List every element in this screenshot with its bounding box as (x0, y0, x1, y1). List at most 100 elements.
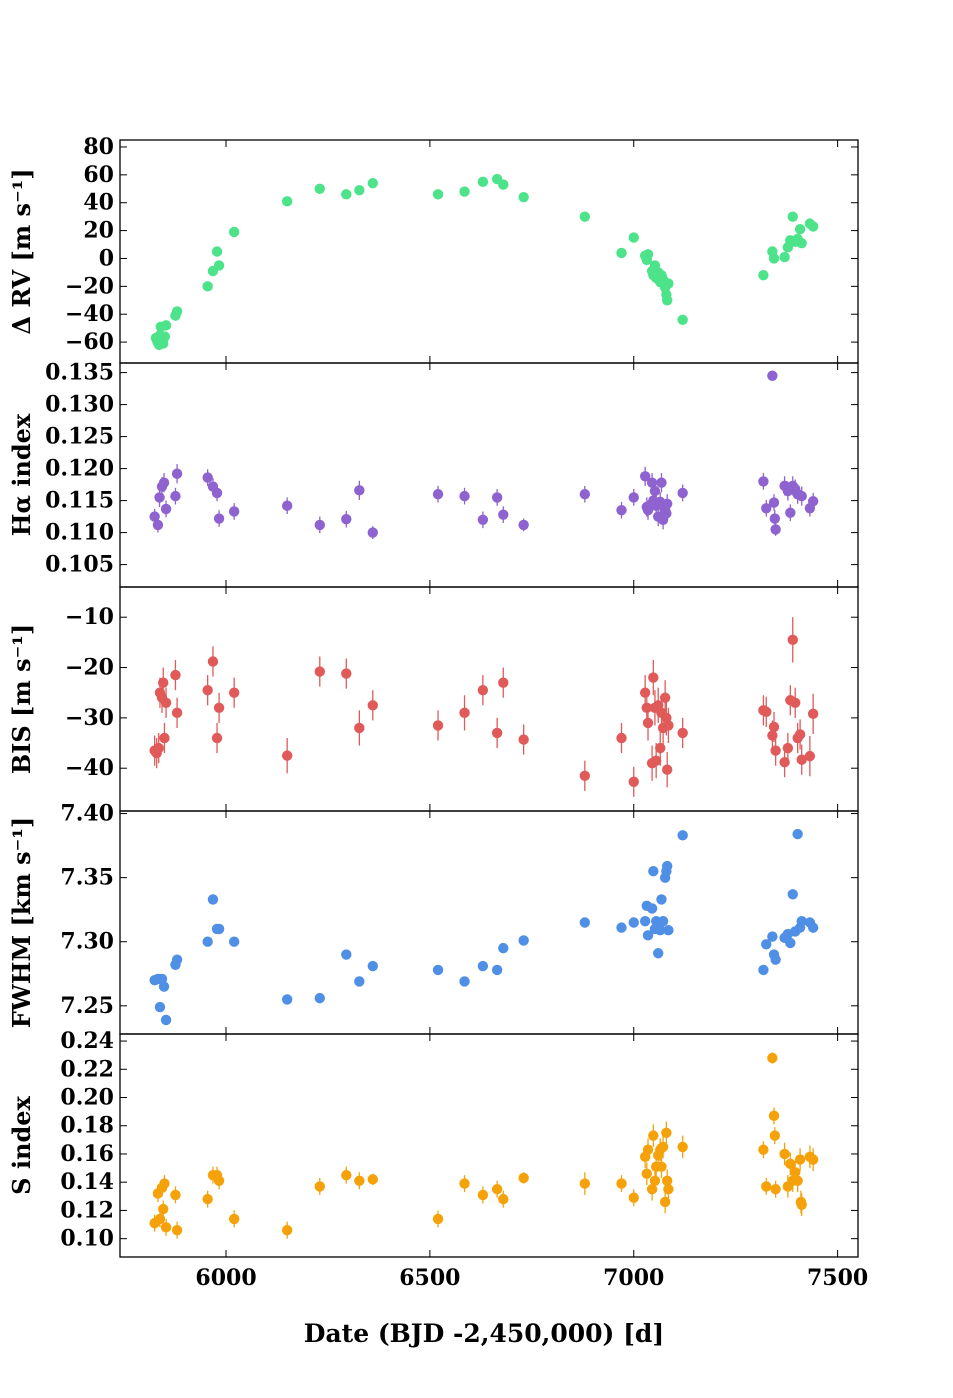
rv-ytick-label: 0 (99, 245, 114, 271)
sindex-point (677, 1141, 688, 1153)
sindex-point (459, 1178, 470, 1189)
halpha-point (642, 505, 654, 516)
bis-point (459, 707, 470, 719)
rv-point (628, 232, 639, 243)
bis-point (796, 754, 807, 765)
fwhm-axes-frame (119, 810, 859, 1035)
sindex-ytick-label: 0.12 (60, 1197, 114, 1223)
halpha-point (171, 468, 183, 479)
bis-axes-frame (119, 586, 859, 812)
bis-point (782, 742, 794, 754)
halpha-point (768, 497, 780, 508)
rv-point (202, 281, 213, 292)
rv-point (432, 189, 444, 200)
halpha-point (432, 489, 444, 500)
bis-point (642, 717, 654, 729)
bis-point (432, 720, 444, 731)
sindex-point (767, 1052, 778, 1064)
fwhm-point (432, 964, 444, 976)
bis-point (616, 732, 627, 744)
bis-ytick-label: −40 (65, 755, 114, 781)
sindex-ytick-label: 0.20 (60, 1085, 114, 1111)
fwhm-ytick-label: 7.35 (60, 865, 114, 891)
sindex-point (432, 1213, 444, 1225)
sindex-point (158, 1203, 169, 1215)
bis-point (281, 750, 293, 761)
fwhm-point (579, 917, 591, 928)
halpha-ytick-label: 0.130 (45, 392, 114, 418)
halpha-point (170, 490, 181, 502)
sindex-point (202, 1193, 213, 1205)
sindex-point (796, 1199, 807, 1210)
fwhm-point (767, 931, 778, 942)
sindex-point (792, 1175, 803, 1186)
fwhm-point (639, 916, 651, 927)
fwhm-point (787, 889, 798, 900)
bis-point (314, 666, 325, 677)
panel-fwhm: 7.40 7.35 7.30 7.25 FWHM [km s⁻¹] (7, 801, 859, 1035)
halpha-point (149, 511, 160, 522)
fwhm-point (642, 930, 654, 941)
bis-point (518, 734, 529, 745)
sindex-point (354, 1175, 365, 1186)
fwhm-point (785, 937, 796, 949)
halpha-point (616, 505, 627, 516)
bis-point (650, 755, 662, 766)
sindex-point (213, 1175, 225, 1186)
fwhm-point (314, 992, 325, 1004)
fwhm-point (367, 960, 378, 972)
sindex-point (154, 1213, 166, 1225)
fwhm-point (657, 916, 669, 927)
halpha-point (661, 508, 672, 519)
fwhm-point (341, 949, 352, 960)
halpha-point (354, 485, 365, 496)
fwhm-point (207, 894, 219, 905)
sindex-series (149, 1052, 819, 1239)
sindex-point (807, 1154, 819, 1165)
sindex-point (769, 1130, 781, 1141)
fwhm-point (160, 1014, 172, 1026)
rv-point (171, 306, 183, 317)
rv-point (211, 246, 223, 257)
rv-point (663, 278, 674, 289)
fwhm-point (792, 828, 803, 840)
sindex-point (770, 1184, 781, 1195)
rv-ytick-label: −40 (65, 301, 114, 327)
fwhm-point (655, 924, 666, 936)
rv-point (758, 269, 769, 281)
sindex-point (281, 1224, 293, 1236)
halpha-point (158, 477, 170, 488)
sindex-point (794, 1154, 806, 1165)
bis-point (807, 708, 819, 720)
bis-point (659, 692, 671, 703)
fwhm-ylabel: FWHM [km s⁻¹] (7, 817, 36, 1028)
bis-point (770, 745, 781, 756)
sindex-point (616, 1178, 627, 1189)
fwhm-point (653, 948, 664, 959)
fwhm-point (677, 830, 688, 841)
fwhm-point (459, 976, 470, 987)
halpha-axes-frame (119, 362, 859, 588)
halpha-point (656, 477, 667, 488)
sindex-point (341, 1169, 352, 1181)
sindex-ytick-label: 0.10 (60, 1226, 114, 1252)
rv-point (341, 189, 352, 200)
bis-point (804, 750, 816, 762)
bis-point (477, 684, 489, 696)
rv-point (159, 331, 171, 342)
halpha-point (639, 471, 651, 482)
bis-point (159, 732, 170, 744)
sindex-point (314, 1181, 325, 1192)
rv-point (213, 260, 225, 271)
halpha-point (152, 519, 164, 531)
rv-point (677, 314, 688, 325)
rv-point (518, 191, 529, 203)
rv-ytick-label: −60 (65, 329, 114, 355)
bis-point (767, 730, 778, 741)
fwhm-point (354, 976, 365, 987)
sindex-ytick-label: 0.18 (60, 1113, 114, 1139)
fwhm-point (616, 922, 627, 933)
xtick-label: 6500 (399, 1265, 460, 1291)
bis-point (207, 656, 219, 667)
